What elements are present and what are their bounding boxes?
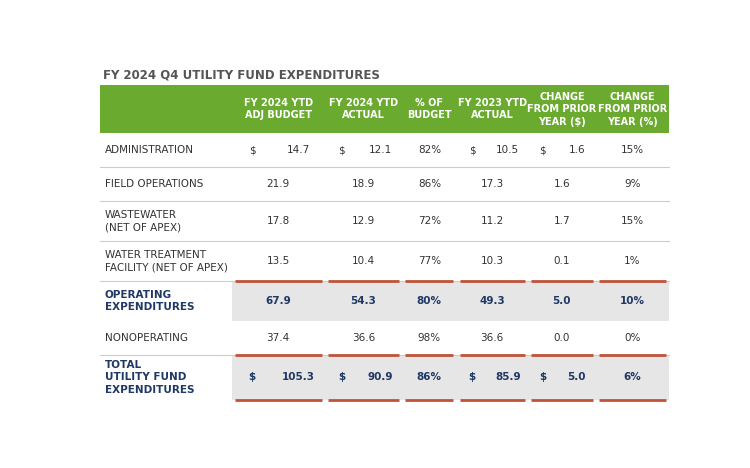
Text: 0.1: 0.1 [554,256,570,266]
Text: 13.5: 13.5 [266,256,290,266]
Text: 10%: 10% [620,296,645,306]
Text: $: $ [249,145,256,155]
Text: WASTEWATER
(NET OF APEX): WASTEWATER (NET OF APEX) [104,210,181,232]
Text: 15%: 15% [621,216,644,226]
Bar [100,133,669,167]
Text: 98%: 98% [418,333,441,343]
Text: ADMINISTRATION: ADMINISTRATION [104,145,194,155]
Text: CHANGE
FROM PRIOR
YEAR ($): CHANGE FROM PRIOR YEAR ($) [527,92,596,127]
Text: 90.9: 90.9 [368,372,393,382]
Text: 15%: 15% [621,145,644,155]
Text: 0%: 0% [624,333,640,343]
Text: 17.3: 17.3 [481,179,504,189]
Text: 14.7: 14.7 [287,145,310,155]
Text: 5.0: 5.0 [568,372,586,382]
Text: 10.5: 10.5 [496,145,519,155]
Text: FIELD OPERATIONS: FIELD OPERATIONS [104,179,203,189]
Text: 21.9: 21.9 [266,179,290,189]
Text: 86%: 86% [418,179,441,189]
Bar [232,281,669,321]
Text: 67.9: 67.9 [266,296,291,306]
Text: $: $ [469,372,476,382]
Text: $: $ [248,372,256,382]
Text: 72%: 72% [418,216,441,226]
Text: 12.1: 12.1 [369,145,392,155]
Text: 10.4: 10.4 [352,256,375,266]
Text: 85.9: 85.9 [495,372,520,382]
Text: NONOPERATING: NONOPERATING [104,333,188,343]
Text: 1.7: 1.7 [554,216,570,226]
Text: FY 2023 YTD
ACTUAL: FY 2023 YTD ACTUAL [458,98,526,120]
Text: WATER TREATMENT
FACILITY (NET OF APEX): WATER TREATMENT FACILITY (NET OF APEX) [104,250,227,272]
Text: 11.2: 11.2 [481,216,504,226]
Bar [100,86,669,133]
Text: 1.6: 1.6 [568,145,585,155]
Bar [232,355,669,400]
Text: FY 2024 YTD
ACTUAL: FY 2024 YTD ACTUAL [329,98,398,120]
Text: 82%: 82% [418,145,441,155]
Text: 18.9: 18.9 [352,179,375,189]
Text: $: $ [338,145,345,155]
Text: 1%: 1% [624,256,640,266]
Text: % OF
BUDGET: % OF BUDGET [407,98,452,120]
Bar [100,241,669,281]
Text: 1.6: 1.6 [554,179,570,189]
Text: 17.8: 17.8 [266,216,290,226]
Text: OPERATING
EXPENDITURES: OPERATING EXPENDITURES [104,290,194,312]
Text: 77%: 77% [418,256,441,266]
Text: 36.6: 36.6 [352,333,375,343]
Text: FY 2024 YTD
ADJ BUDGET: FY 2024 YTD ADJ BUDGET [244,98,313,120]
Bar [100,321,669,355]
Text: $: $ [338,372,345,382]
Text: FY 2024 Q4 UTILITY FUND EXPENDITURES: FY 2024 Q4 UTILITY FUND EXPENDITURES [103,68,380,81]
Text: 12.9: 12.9 [352,216,375,226]
Text: 54.3: 54.3 [350,296,376,306]
Text: 0.0: 0.0 [554,333,570,343]
Text: 80%: 80% [417,296,442,306]
Text: $: $ [539,145,546,155]
Text: $: $ [539,372,547,382]
Text: 37.4: 37.4 [266,333,290,343]
Bar [100,201,669,241]
Text: 105.3: 105.3 [282,372,315,382]
Text: 49.3: 49.3 [479,296,505,306]
Bar [100,167,669,201]
Text: $: $ [469,145,476,155]
Text: 10.3: 10.3 [481,256,504,266]
Text: 9%: 9% [624,179,640,189]
Text: TOTAL
UTILITY FUND
EXPENDITURES: TOTAL UTILITY FUND EXPENDITURES [104,360,194,395]
Text: 6%: 6% [623,372,641,382]
Text: CHANGE
FROM PRIOR
YEAR (%): CHANGE FROM PRIOR YEAR (%) [598,92,667,127]
Text: 36.6: 36.6 [481,333,504,343]
Text: 5.0: 5.0 [553,296,571,306]
Text: 86%: 86% [417,372,442,382]
